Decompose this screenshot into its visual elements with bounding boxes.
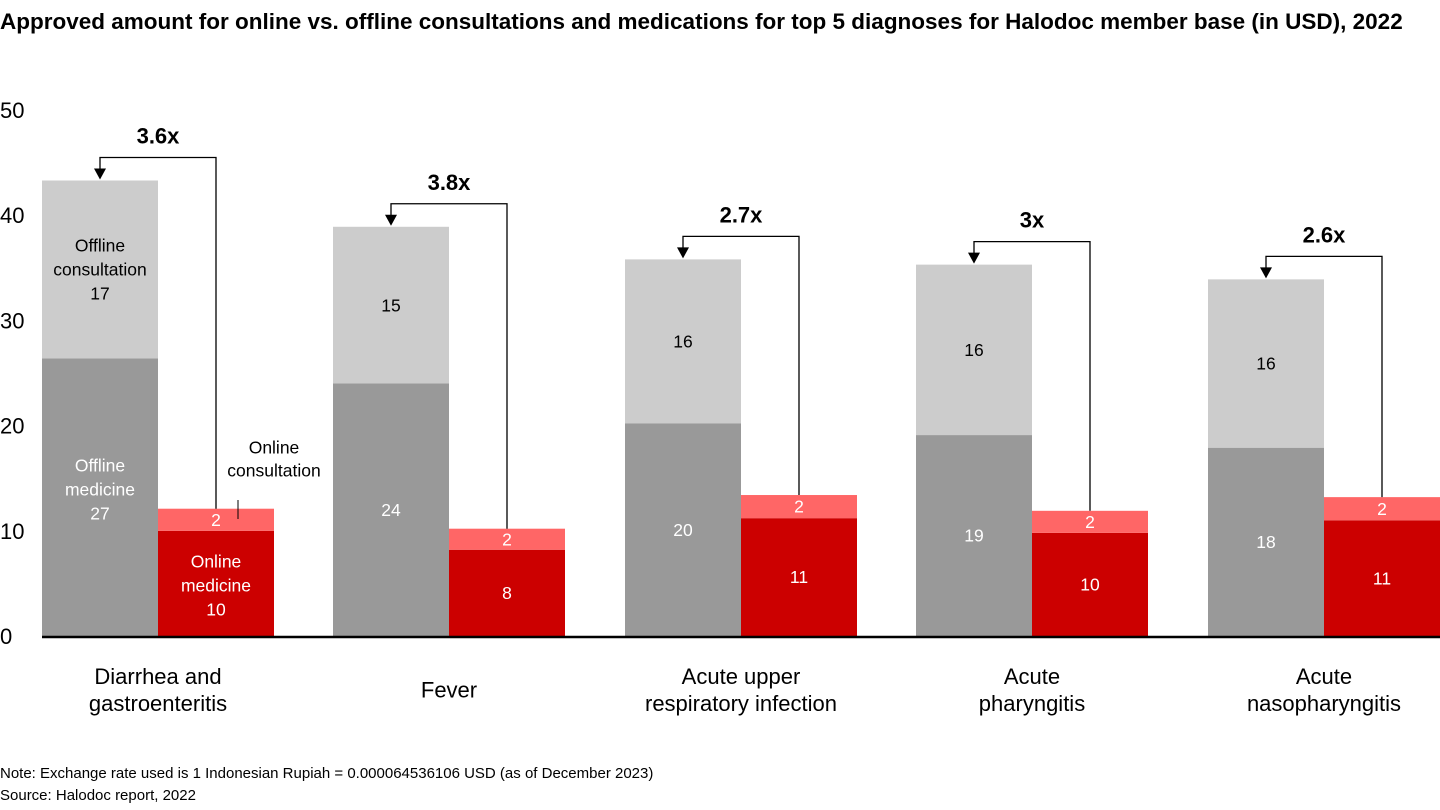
- data-label: 27: [90, 503, 109, 523]
- data-label: 16: [673, 332, 692, 352]
- source-note: Source: Halodoc report, 2022: [0, 787, 196, 804]
- chart-title: Approved amount for online vs. offline c…: [0, 9, 1403, 34]
- data-label: 8: [502, 583, 512, 603]
- data-label: 11: [790, 567, 808, 587]
- data-label: 10: [206, 600, 226, 620]
- data-label: 18: [1256, 532, 1275, 552]
- series-callout-label: Online: [249, 438, 300, 458]
- x-tick-label: pharyngitis: [979, 691, 1085, 716]
- bar-segment-online-consultation: [449, 528, 565, 550]
- arrow-head-icon: [968, 252, 980, 264]
- data-label: 2: [211, 510, 221, 530]
- annotation-bracket: [99, 156, 217, 509]
- multiplier-annotation: 2.7x: [720, 202, 764, 227]
- data-label: 17: [90, 284, 109, 304]
- multiplier-annotation: 3.8x: [428, 170, 472, 195]
- data-label: 2: [1377, 499, 1387, 519]
- data-label: medicine: [65, 479, 135, 499]
- data-label: 16: [1256, 354, 1275, 374]
- data-label: 2: [502, 529, 512, 549]
- chart-plot: 0 10 20 30 40 50 Offline medicine 27 Offline consu…: [0, 98, 1440, 716]
- data-label: medicine: [181, 576, 251, 596]
- annotation-bracket: [682, 235, 800, 496]
- y-tick-label: 30: [0, 308, 24, 333]
- y-tick-label: 20: [0, 414, 24, 439]
- series-callout-label: consultation: [227, 461, 320, 481]
- arrow-head-icon: [385, 214, 397, 226]
- footnote: Note: Exchange rate used is 1 Indonesian…: [0, 765, 654, 782]
- y-tick-label: 50: [0, 98, 24, 123]
- bar-segment-online-medicine: [741, 518, 857, 636]
- bar-segment-online-medicine: [1032, 532, 1148, 636]
- bar-segment-offline-consultation: [625, 259, 741, 424]
- data-label: 24: [381, 500, 401, 520]
- multiplier-annotation: 3.6x: [137, 123, 181, 148]
- bar-segment-offline-medicine: [916, 435, 1032, 636]
- bar-segment-offline-consultation: [916, 264, 1032, 436]
- bar-segment-offline-medicine: [333, 383, 449, 636]
- x-tick-label: respiratory infection: [645, 691, 837, 716]
- bar-segment-online-consultation: [741, 495, 857, 519]
- bar-segment-offline-medicine: [42, 358, 158, 636]
- bar-segment-offline-medicine: [625, 423, 741, 636]
- annotation-bracket: [973, 240, 1091, 511]
- x-tick-label: Acute: [1004, 664, 1060, 689]
- data-label: 16: [964, 340, 983, 360]
- annotation-bracket: [1265, 255, 1383, 498]
- bar-segment-online-medicine: [449, 549, 565, 636]
- arrow-head-icon: [94, 168, 106, 180]
- data-label: consultation: [53, 260, 146, 280]
- data-label: 20: [673, 520, 693, 540]
- y-tick-label: 40: [0, 203, 24, 228]
- x-tick-label: Fever: [421, 678, 477, 703]
- bar-segment-online-medicine: [158, 530, 274, 636]
- data-label: Offline: [75, 455, 125, 475]
- arrow-head-icon: [1260, 267, 1272, 279]
- x-tick-label: Acute: [1296, 664, 1352, 689]
- x-tick-label: gastroenteritis: [89, 691, 227, 716]
- bar-segment-online-consultation: [1324, 497, 1440, 521]
- data-label: Online: [191, 552, 242, 572]
- arrow-head-icon: [677, 247, 689, 259]
- bar-segment-online-consultation: [1032, 510, 1148, 533]
- data-label: 2: [794, 497, 804, 517]
- data-label: 2: [1085, 512, 1095, 532]
- bar-segment-online-consultation: [158, 508, 274, 531]
- x-tick-label: Acute upper: [682, 664, 801, 689]
- bar-segment-offline-consultation: [42, 180, 158, 359]
- y-tick-label: 10: [0, 519, 24, 544]
- data-label: 11: [1373, 568, 1391, 588]
- multiplier-annotation: 2.6x: [1303, 222, 1347, 247]
- bar-segment-offline-consultation: [333, 226, 449, 384]
- data-label: Offline: [75, 236, 125, 256]
- bar-segment-offline-consultation: [1208, 279, 1324, 448]
- data-label: 15: [381, 295, 400, 315]
- annotation-bracket: [390, 203, 508, 529]
- data-label: 10: [1080, 575, 1100, 595]
- multiplier-annotation: 3x: [1020, 208, 1045, 233]
- data-label: 19: [964, 526, 983, 546]
- bar-segment-offline-medicine: [1208, 447, 1324, 636]
- x-tick-label: Diarrhea and: [94, 664, 221, 689]
- bar-segment-online-medicine: [1324, 520, 1440, 636]
- x-tick-label: nasopharyngitis: [1247, 691, 1401, 716]
- y-tick-label: 0: [0, 624, 12, 649]
